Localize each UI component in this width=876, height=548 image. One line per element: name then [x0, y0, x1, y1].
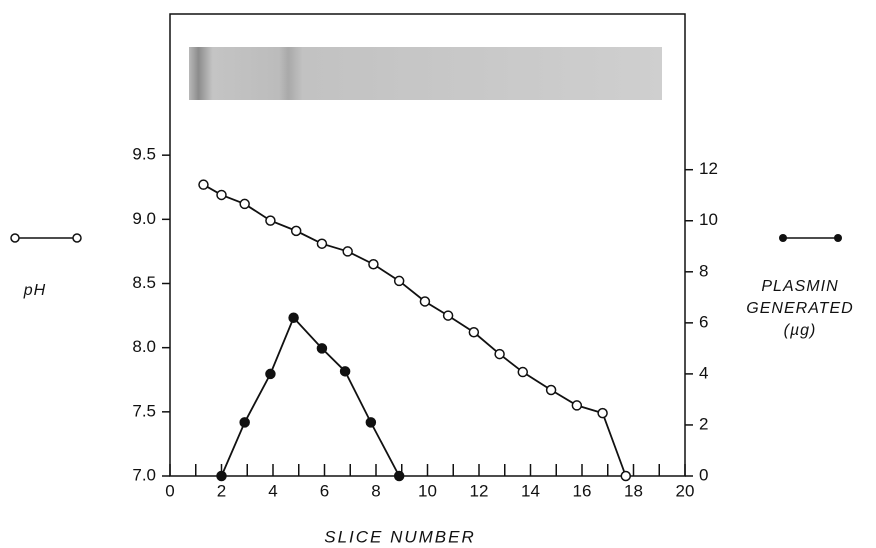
x-tick-label: 12 — [470, 481, 489, 500]
data-point — [198, 179, 209, 190]
data-point — [494, 348, 505, 360]
data-point — [545, 384, 557, 396]
y2-tick-label: 10 — [699, 210, 718, 229]
x-tick-label: 4 — [268, 481, 277, 500]
legend-marker — [10, 233, 20, 243]
data-point — [393, 470, 405, 482]
data-point — [620, 470, 632, 482]
legend-marker — [779, 234, 787, 242]
y2-tick-label: 8 — [699, 261, 708, 280]
y-tick-label: 7.0 — [132, 465, 156, 484]
data-point — [239, 417, 250, 428]
y-tick-label: 8.5 — [132, 273, 156, 292]
data-point — [290, 225, 302, 237]
data-point — [393, 275, 405, 287]
legend-marker — [72, 233, 82, 243]
data-point — [597, 407, 608, 419]
y2-tick-label: 2 — [699, 414, 708, 433]
data-point — [419, 296, 431, 307]
x-tick-label: 6 — [320, 481, 329, 500]
data-point — [442, 310, 454, 321]
series-line — [203, 183, 627, 477]
x-tick-label: 16 — [573, 481, 592, 500]
y2-tick-label: 4 — [699, 363, 708, 382]
data-point — [339, 366, 351, 377]
legend-marker — [834, 234, 842, 242]
x-tick-label: 10 — [418, 481, 437, 500]
data-point — [265, 368, 276, 380]
data-point — [239, 198, 250, 210]
data-point — [316, 343, 328, 354]
x-tick-label: 0 — [165, 481, 174, 500]
legend-label: PLASMIN GENERATED (µg) — [746, 278, 854, 339]
x-tick-label: 2 — [217, 481, 226, 500]
y2-tick-label: 12 — [699, 159, 718, 178]
data-point — [265, 215, 276, 226]
data-point — [216, 470, 227, 482]
gel-image — [189, 47, 662, 100]
data-point — [571, 400, 583, 411]
x-tick-label: 14 — [521, 481, 540, 500]
y-tick-label: 9.0 — [132, 209, 156, 228]
x-axis-label: SLICE NUMBER — [324, 527, 476, 546]
x-tick-label: 18 — [624, 481, 643, 500]
series-line — [220, 316, 400, 477]
data-point — [368, 259, 379, 270]
data-point — [216, 189, 227, 201]
data-point — [342, 246, 353, 257]
data-point — [365, 417, 377, 428]
x-tick-label: 20 — [676, 481, 695, 500]
y-tick-label: 9.5 — [132, 145, 156, 164]
y-tick-label: 7.5 — [132, 401, 156, 420]
y2-tick-label: 6 — [699, 312, 708, 331]
y-tick-label: 8.0 — [132, 337, 156, 356]
x-tick-label: 8 — [371, 481, 380, 500]
y2-tick-label: 0 — [699, 465, 708, 484]
legend-label: pH — [23, 282, 47, 299]
data-point — [316, 238, 328, 249]
data-point — [468, 327, 480, 338]
data-point — [288, 312, 299, 323]
data-point — [517, 366, 529, 378]
